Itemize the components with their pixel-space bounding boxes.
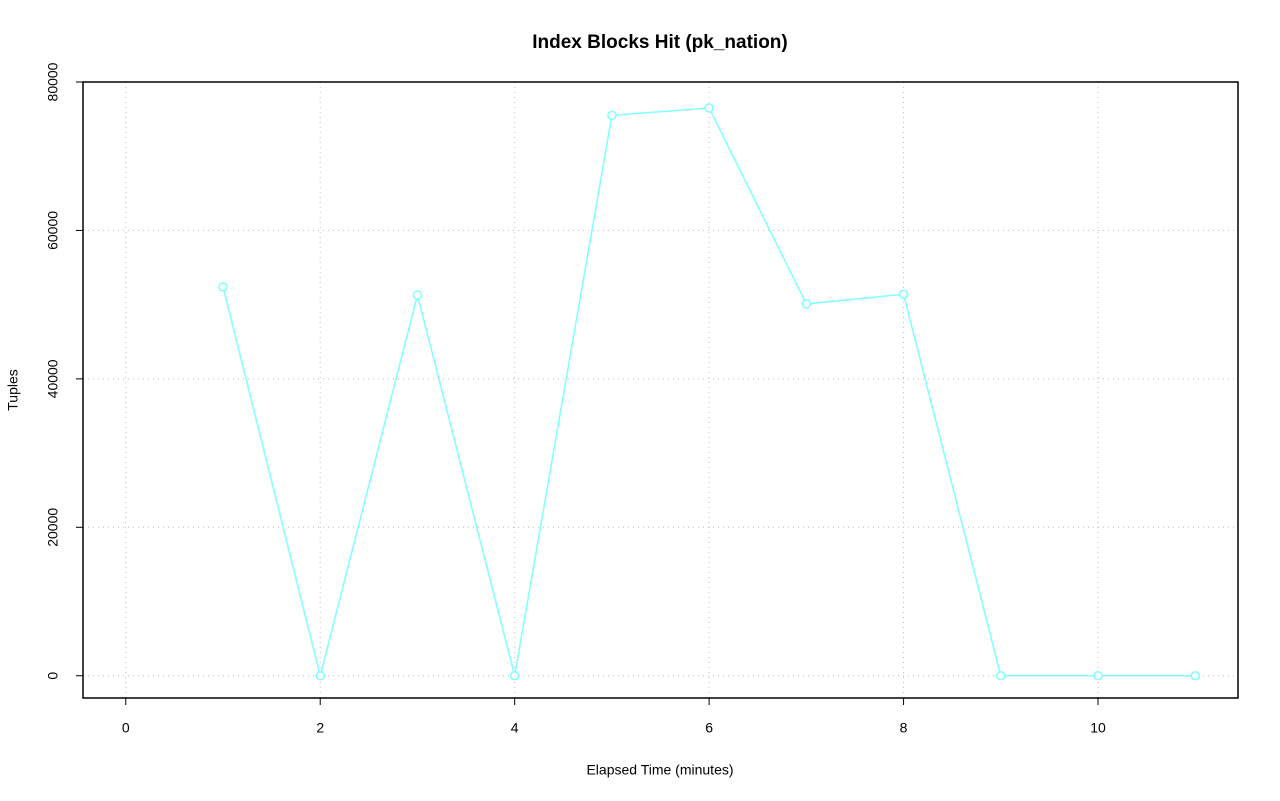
point [1190, 670, 1200, 681]
point [509, 670, 520, 681]
point [412, 290, 423, 300]
plot-frame [82, 81, 1239, 699]
point [607, 110, 617, 121]
x-tick-label: 10 [1090, 720, 1106, 736]
y-tick-label: 80000 [45, 62, 61, 101]
y-axis-label: Tuples [5, 369, 21, 411]
point [898, 289, 909, 300]
x-tick-label: 8 [900, 720, 908, 736]
point [218, 282, 228, 292]
y-tick-label: 60000 [45, 211, 61, 250]
y-tick-label: 40000 [45, 359, 61, 398]
x-tick-label: 4 [511, 720, 519, 736]
point [801, 299, 812, 309]
x-tick-label: 2 [316, 720, 324, 736]
point [315, 670, 325, 681]
y-tick-label: 20000 [45, 508, 61, 547]
point [1093, 670, 1103, 681]
line [222, 107, 1196, 677]
x-axis-label: Elapsed Time (minutes) [586, 762, 733, 778]
x-tick-label: 6 [705, 720, 713, 736]
x-tick-label: 0 [122, 720, 130, 736]
chart-title: Index Blocks Hit (pk_nation) [532, 32, 787, 53]
point [704, 103, 714, 113]
point [996, 670, 1006, 681]
y-tick-label: 0 [45, 672, 61, 680]
